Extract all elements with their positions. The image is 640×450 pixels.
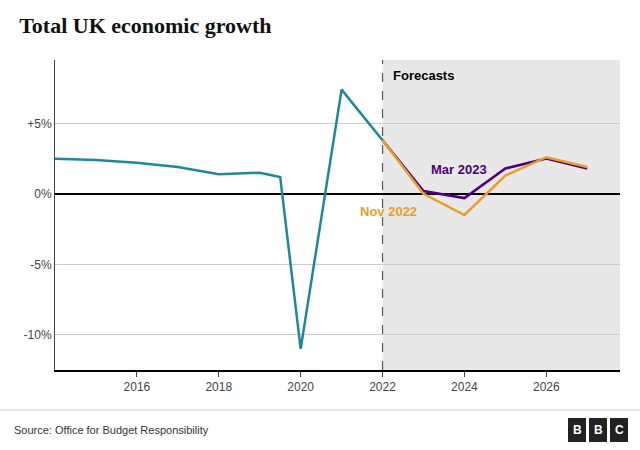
svg-text:Source: Office for Budget Resp: Source: Office for Budget Responsibility <box>14 424 209 436</box>
svg-text:+5%: +5% <box>27 117 52 131</box>
svg-text:0%: 0% <box>34 187 52 201</box>
svg-text:-5%: -5% <box>30 258 52 272</box>
svg-text:2026: 2026 <box>533 380 560 394</box>
svg-text:2024: 2024 <box>451 380 478 394</box>
svg-text:2020: 2020 <box>287 380 314 394</box>
svg-text:-10%: -10% <box>24 328 52 342</box>
svg-text:B: B <box>594 423 603 437</box>
svg-text:2022: 2022 <box>369 380 396 394</box>
svg-text:Total UK economic growth: Total UK economic growth <box>19 13 271 38</box>
svg-text:2016: 2016 <box>124 380 151 394</box>
svg-text:C: C <box>615 423 624 437</box>
svg-text:Nov 2022: Nov 2022 <box>360 204 417 219</box>
svg-text:B: B <box>573 423 582 437</box>
svg-text:Forecasts: Forecasts <box>393 68 454 83</box>
svg-text:Mar 2023: Mar 2023 <box>431 162 487 177</box>
svg-text:2018: 2018 <box>205 380 232 394</box>
